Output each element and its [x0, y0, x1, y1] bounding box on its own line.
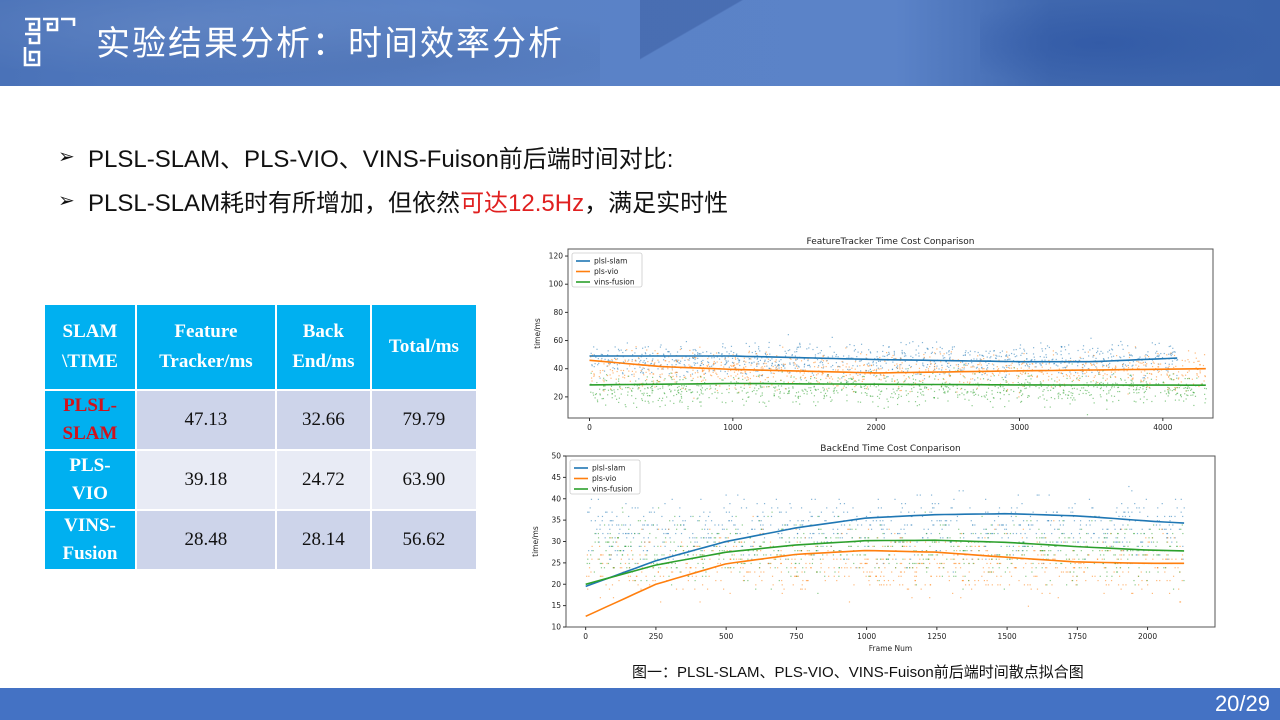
cell-total: 56.62 [369, 509, 479, 571]
fit-line-vins-fusion [589, 382, 1206, 386]
row-header-plsl-slam: PLSL- SLAM [43, 389, 137, 451]
y-tick-label: 60 [553, 336, 563, 345]
header-background-building [640, 0, 780, 86]
bullet-text: PLSL-SLAM耗时有所增加，但依然 [88, 189, 461, 217]
arrow-bullet-icon: ➢ [58, 145, 75, 168]
y-tick-label: 10 [551, 623, 561, 632]
arrow-bullet-icon: ➢ [58, 189, 75, 212]
bullet-item: ➢ PLSL-SLAM耗时有所增加，但依然 可达12.5Hz ，满足实时性 [58, 178, 728, 222]
header-background-tree [980, 0, 1280, 86]
x-tick-label: 1000 [723, 423, 742, 432]
row-header-pls-vio: PLS- VIO [43, 449, 137, 511]
cell-total: 63.90 [369, 449, 479, 511]
bullet-text: PLSL-SLAM、PLS-VIO、VINS-Fuison前后端时间对比: [88, 145, 674, 173]
cell-feature-tracker: 47.13 [135, 389, 277, 451]
fit-line-pls-vio [589, 359, 1206, 374]
cell-back-end: 28.14 [274, 509, 372, 571]
table-header-row: SLAM \TIME Feature Tracker/ms Back End/ms T… [43, 303, 479, 391]
x-tick-label: 1000 [857, 632, 876, 641]
fit-line-plsl-slam [585, 512, 1185, 588]
timing-comparison-table: SLAM \TIME Feature Tracker/ms Back End/ms T… [43, 303, 479, 571]
cell-back-end: 32.66 [274, 389, 372, 451]
legend-label: plsl-slam [594, 257, 627, 266]
cell-total: 79.79 [369, 389, 479, 451]
x-tick-label: 2000 [1138, 632, 1157, 641]
y-tick-label: 35 [551, 516, 561, 525]
y-tick-label: 120 [549, 252, 564, 261]
slide-header: 实验结果分析：时间效率分析 [0, 0, 1280, 86]
x-tick-label: 1750 [1068, 632, 1087, 641]
x-axis-label: Frame Num [869, 644, 912, 653]
y-tick-label: 20 [551, 580, 561, 589]
x-tick-label: 500 [719, 632, 734, 641]
table-row: VINS- Fusion 28.48 28.14 56.62 [43, 509, 479, 571]
y-tick-label: 45 [551, 473, 561, 482]
fit-line-plsl-slam [589, 355, 1178, 363]
page-title: 实验结果分析：时间效率分析 [96, 24, 564, 64]
y-axis-label: time/ms [531, 526, 540, 557]
table-row: PLS- VIO 39.18 24.72 63.90 [43, 449, 479, 511]
x-tick-label: 750 [789, 632, 804, 641]
legend-label: pls-vio [594, 267, 619, 276]
y-axis-label: time/ms [533, 318, 542, 349]
y-tick-label: 40 [551, 494, 561, 503]
x-tick-label: 1250 [927, 632, 946, 641]
slide-footer: 20/29 [0, 688, 1280, 720]
column-header-feature-tracker: Feature Tracker/ms [135, 303, 277, 391]
bullet-list: ➢ PLSL-SLAM、PLS-VIO、VINS-Fuison前后端时间对比: … [58, 134, 728, 222]
y-tick-label: 40 [553, 364, 563, 373]
cell-feature-tracker: 28.48 [135, 509, 277, 571]
legend-label: vins-fusion [592, 485, 633, 494]
x-tick-label: 3000 [1010, 423, 1029, 432]
backend-scatter-chart: BackEnd Time Cost Conparison 0 250 500 750 10… [531, 444, 1216, 653]
table-row: PLSL- SLAM 47.13 32.66 79.79 [43, 389, 479, 451]
bullet-text-end: ，满足实时性 [584, 189, 729, 217]
chinese-fret-pattern-icon [23, 17, 76, 67]
column-header-slam-time: SLAM \TIME [43, 303, 137, 391]
y-tick-label: 20 [553, 392, 563, 401]
x-tick-label: 2000 [867, 423, 886, 432]
x-tick-label: 1500 [998, 632, 1017, 641]
y-tick-label: 25 [551, 558, 561, 567]
legend-label: pls-vio [592, 474, 617, 483]
plot-area [567, 248, 1214, 419]
chart-title: BackEnd Time Cost Conparison [820, 444, 960, 454]
y-tick-label: 80 [553, 308, 563, 317]
fit-line-vins-fusion [585, 539, 1185, 586]
page-number: 20/29 [1214, 691, 1270, 716]
y-tick-label: 30 [551, 537, 561, 546]
feature-tracker-scatter-chart: FeatureTracker Time Cost Conparison 0 1000… [533, 237, 1214, 432]
scatter-points [590, 334, 1207, 416]
fit-line-pls-vio [585, 549, 1185, 618]
column-header-total: Total/ms [369, 303, 479, 391]
chart-title: FeatureTracker Time Cost Conparison [807, 237, 975, 247]
cell-back-end: 24.72 [274, 449, 372, 511]
column-header-back-end: Back End/ms [274, 303, 372, 391]
x-tick-label: 4000 [1153, 423, 1172, 432]
bullet-highlight-text: 可达12.5Hz [460, 189, 585, 217]
x-tick-label: 0 [587, 423, 592, 432]
y-tick-label: 100 [549, 280, 564, 289]
bullet-item: ➢ PLSL-SLAM、PLS-VIO、VINS-Fuison前后端时间对比: [58, 134, 728, 178]
x-tick-label: 0 [583, 632, 588, 641]
row-header-vins-fusion: VINS- Fusion [43, 509, 137, 571]
legend-label: plsl-slam [592, 464, 625, 473]
cell-feature-tracker: 39.18 [135, 449, 277, 511]
header-background-texture [0, 0, 600, 86]
figure-caption: 图一：PLSL-SLAM、PLS-VIO、VINS-Fuison前后端时间散点拟… [632, 664, 1084, 681]
y-tick-label: 50 [551, 452, 561, 461]
legend-label: vins-fusion [594, 278, 635, 287]
x-tick-label: 250 [649, 632, 664, 641]
y-tick-label: 15 [551, 601, 561, 610]
